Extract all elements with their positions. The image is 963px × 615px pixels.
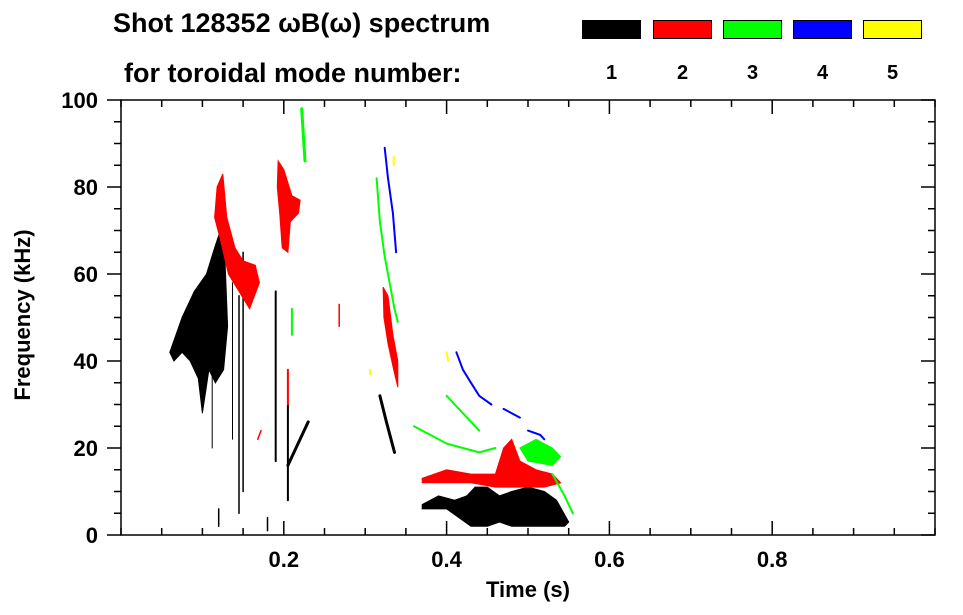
y-tick-label: 100 <box>61 88 98 113</box>
x-tick-label: 0.8 <box>757 547 788 572</box>
mode-3-streak <box>300 107 307 163</box>
mode-2-blob <box>382 286 399 388</box>
mode-4-streak <box>527 429 546 441</box>
y-tick-label: 40 <box>74 349 98 374</box>
chart-title-line2: for toroidal mode number: <box>124 58 462 88</box>
mode-4-streak <box>455 351 493 406</box>
mode-4-streak <box>383 146 398 254</box>
mode-1-blob <box>169 230 229 414</box>
legend-swatch-mode-4 <box>793 20 852 39</box>
legend-swatch-mode-5 <box>863 20 922 39</box>
x-axis-label: Time (s) <box>486 577 570 602</box>
legend-label-mode-3: 3 <box>746 62 759 84</box>
mode-1-streak <box>378 394 396 454</box>
mode-3-blob <box>519 438 562 466</box>
x-tick-label: 0.2 <box>269 547 300 572</box>
legend-swatch-mode-2 <box>653 20 712 39</box>
mode-4-streak <box>502 407 521 419</box>
y-tick-label: 0 <box>86 523 98 548</box>
y-tick-label: 60 <box>74 262 98 287</box>
mode-2-blob <box>214 173 260 310</box>
mode-3-streak <box>375 177 399 323</box>
legend-swatch-mode-1 <box>582 20 641 39</box>
mode-3-streak <box>551 473 574 515</box>
axes: 0.2 0.4 0.6 0.8 0 20 40 60 80 100 <box>61 88 936 572</box>
spectrum-features <box>169 107 574 532</box>
legend-swatch-mode-3 <box>723 20 782 39</box>
legend-label-mode-5: 5 <box>886 62 899 84</box>
mode-1-blob <box>421 486 570 527</box>
y-axis-label: Frequency (kHz) <box>10 229 35 400</box>
mode-3-streak <box>445 394 481 432</box>
legend-label-mode-1: 1 <box>605 62 618 84</box>
mode-2-blob <box>276 159 301 254</box>
mode-2-streak <box>257 429 262 441</box>
mode-1-streak <box>286 420 310 467</box>
legend-label-mode-4: 4 <box>816 62 829 84</box>
mode-3-streak <box>413 425 497 454</box>
mode-5-streak <box>445 351 450 362</box>
y-tick-label: 20 <box>74 436 98 461</box>
x-tick-label: 0.4 <box>431 547 462 572</box>
chart-title-line1: Shot 128352 ωB(ω) spectrum <box>113 8 491 38</box>
legend-label-mode-2: 2 <box>676 62 689 84</box>
y-tick-label: 80 <box>74 175 98 200</box>
x-tick-label: 0.6 <box>594 547 625 572</box>
